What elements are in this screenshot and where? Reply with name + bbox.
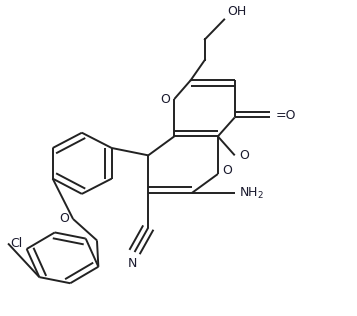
Text: NH$_2$: NH$_2$ xyxy=(239,185,264,201)
Text: O: O xyxy=(59,212,69,226)
Text: O: O xyxy=(160,93,170,106)
Text: O: O xyxy=(222,164,232,178)
Text: =O: =O xyxy=(275,109,296,122)
Text: OH: OH xyxy=(228,5,247,18)
Text: N: N xyxy=(128,257,137,270)
Text: Cl: Cl xyxy=(10,237,22,250)
Text: O: O xyxy=(239,149,249,162)
